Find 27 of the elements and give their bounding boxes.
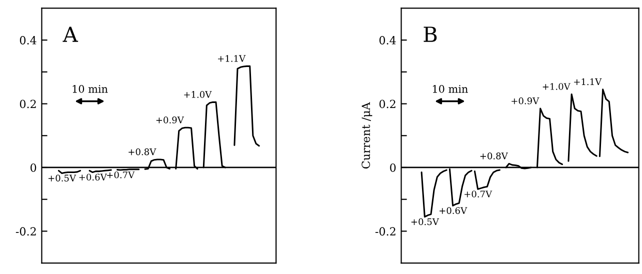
series-label: +0.8V	[480, 152, 508, 160]
series-label: +0.6V	[440, 207, 468, 214]
series-label: +0.6V	[79, 174, 107, 181]
y-tick-label: 0	[30, 163, 36, 172]
series-label: +0.9V	[512, 97, 540, 104]
y-tick-label: -0.2	[375, 227, 396, 236]
series-label: +0.7V	[464, 190, 492, 198]
y-tick-label: 0.2	[20, 100, 36, 108]
y-tick-label: 0.4	[379, 36, 396, 44]
series-label: +0.8V	[128, 148, 156, 156]
series-label: +1.0V	[542, 83, 570, 90]
series-label: +1.1V	[218, 55, 246, 62]
series-label: +1.0V	[184, 91, 212, 98]
annotation: 10 min	[72, 84, 108, 93]
series-label: +0.7V	[107, 171, 135, 178]
y-tick-label: 0.4	[20, 36, 36, 44]
series-label: +1.1V	[574, 78, 602, 86]
annotation: 10 min	[432, 84, 468, 93]
y-tick-label: 0	[390, 163, 396, 172]
y-axis-title: Current /μA	[362, 102, 372, 169]
y-tick-label: -0.2	[16, 227, 36, 236]
y-tick-label: 0.2	[379, 100, 396, 108]
text: B	[424, 26, 437, 42]
series-label: +0.9V	[156, 116, 184, 124]
text: A	[62, 26, 78, 42]
series-label: +0.5V	[48, 174, 76, 182]
series-label: +0.5V	[411, 218, 440, 226]
